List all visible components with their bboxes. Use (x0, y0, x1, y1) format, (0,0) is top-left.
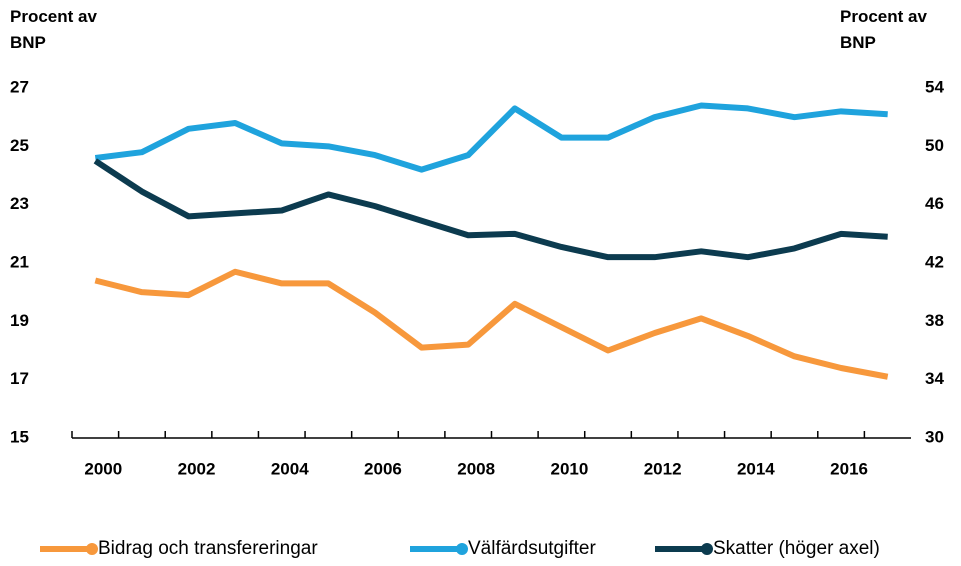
y-tick-label: 21 (10, 252, 29, 271)
y-tick-label: 17 (10, 369, 29, 388)
y2-tick-label: 38 (925, 311, 944, 330)
y-axis-label: Procent av BNP (10, 7, 97, 52)
legend-swatch-dot (456, 543, 468, 555)
x-tick-label: 2000 (84, 459, 122, 478)
x-tick-label: 2006 (364, 459, 402, 478)
y-tick-label: 23 (10, 194, 29, 213)
x-tick-label: 2014 (737, 459, 775, 478)
y2-tick-label: 34 (925, 369, 944, 388)
legend-label: Bidrag och transfereringar (98, 538, 318, 559)
series-line (94, 102, 888, 173)
legend-label: Skatter (höger axel) (713, 538, 880, 559)
x-tick-label: 2012 (644, 459, 682, 478)
y2-tick-label: 50 (925, 136, 944, 155)
x-tick-label: 2004 (271, 459, 309, 478)
y2-tick-label: 30 (925, 427, 944, 446)
y2-tick-label: 42 (925, 252, 944, 271)
series-line (93, 158, 888, 261)
x-tick-label: 2008 (457, 459, 495, 478)
y2-tick-label: 54 (925, 77, 944, 96)
x-tick-label: 2016 (830, 459, 868, 478)
legend-label: Välfärdsutgifter (468, 538, 596, 559)
series-line (94, 268, 889, 380)
x-tick-label: 2010 (551, 459, 589, 478)
y2-axis-label: Procent av BNP (840, 7, 927, 52)
y-tick-label: 25 (10, 136, 29, 155)
y-tick-label: 15 (10, 427, 29, 446)
legend-swatch-dot (701, 543, 713, 555)
y-tick-label: 19 (10, 311, 29, 330)
y-tick-label: 27 (10, 77, 29, 96)
legend-swatch-dot (86, 543, 98, 555)
x-tick-label: 2002 (178, 459, 216, 478)
y2-tick-label: 46 (925, 194, 944, 213)
